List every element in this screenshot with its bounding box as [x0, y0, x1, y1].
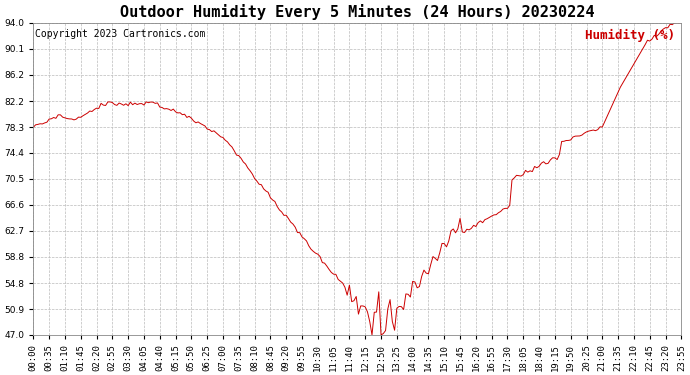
- Title: Outdoor Humidity Every 5 Minutes (24 Hours) 20230224: Outdoor Humidity Every 5 Minutes (24 Hou…: [120, 4, 595, 20]
- Text: Copyright 2023 Cartronics.com: Copyright 2023 Cartronics.com: [34, 29, 205, 39]
- Text: Humidity (%): Humidity (%): [585, 29, 675, 42]
